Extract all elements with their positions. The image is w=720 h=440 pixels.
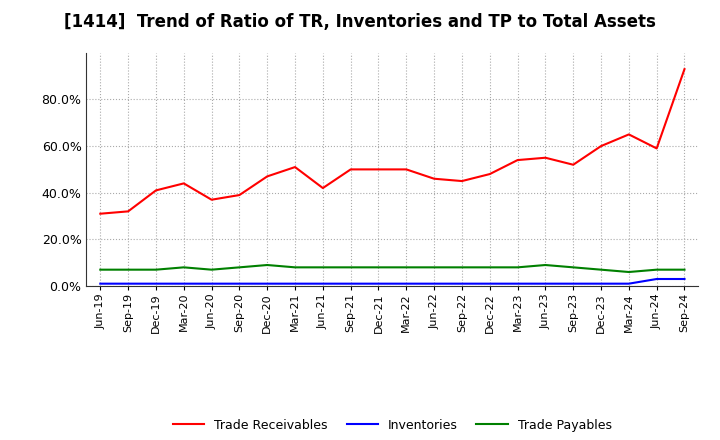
Trade Receivables [624, 132, 633, 137]
Trade Payables [152, 267, 161, 272]
Trade Receivables [263, 174, 271, 179]
Trade Receivables [179, 181, 188, 186]
Trade Payables [179, 265, 188, 270]
Trade Payables [541, 262, 550, 268]
Trade Receivables [374, 167, 383, 172]
Inventories [291, 281, 300, 286]
Line: Trade Payables: Trade Payables [100, 265, 685, 272]
Trade Payables [485, 265, 494, 270]
Trade Receivables [402, 167, 410, 172]
Inventories [152, 281, 161, 286]
Trade Payables [458, 265, 467, 270]
Inventories [179, 281, 188, 286]
Trade Payables [569, 265, 577, 270]
Trade Receivables [235, 192, 243, 198]
Inventories [458, 281, 467, 286]
Trade Payables [124, 267, 132, 272]
Inventories [680, 276, 689, 282]
Trade Payables [291, 265, 300, 270]
Line: Trade Receivables: Trade Receivables [100, 69, 685, 214]
Line: Inventories: Inventories [100, 279, 685, 284]
Trade Receivables [485, 172, 494, 177]
Inventories [96, 281, 104, 286]
Trade Receivables [291, 165, 300, 170]
Trade Receivables [96, 211, 104, 216]
Trade Payables [624, 269, 633, 275]
Inventories [207, 281, 216, 286]
Inventories [513, 281, 522, 286]
Trade Receivables [513, 158, 522, 163]
Trade Receivables [124, 209, 132, 214]
Trade Receivables [680, 66, 689, 72]
Trade Payables [96, 267, 104, 272]
Trade Receivables [318, 185, 327, 191]
Trade Payables [597, 267, 606, 272]
Trade Payables [346, 265, 355, 270]
Trade Receivables [430, 176, 438, 181]
Legend: Trade Receivables, Inventories, Trade Payables: Trade Receivables, Inventories, Trade Pa… [168, 414, 617, 436]
Inventories [652, 276, 661, 282]
Trade Payables [318, 265, 327, 270]
Trade Receivables [152, 188, 161, 193]
Inventories [624, 281, 633, 286]
Inventories [235, 281, 243, 286]
Inventories [124, 281, 132, 286]
Inventories [374, 281, 383, 286]
Inventories [263, 281, 271, 286]
Inventories [569, 281, 577, 286]
Text: [1414]  Trend of Ratio of TR, Inventories and TP to Total Assets: [1414] Trend of Ratio of TR, Inventories… [64, 13, 656, 31]
Trade Receivables [652, 146, 661, 151]
Inventories [485, 281, 494, 286]
Trade Payables [207, 267, 216, 272]
Inventories [346, 281, 355, 286]
Trade Payables [513, 265, 522, 270]
Trade Receivables [569, 162, 577, 167]
Trade Payables [374, 265, 383, 270]
Trade Payables [263, 262, 271, 268]
Trade Receivables [346, 167, 355, 172]
Trade Payables [430, 265, 438, 270]
Trade Receivables [541, 155, 550, 160]
Inventories [318, 281, 327, 286]
Trade Receivables [207, 197, 216, 202]
Inventories [597, 281, 606, 286]
Trade Payables [680, 267, 689, 272]
Trade Receivables [597, 143, 606, 149]
Inventories [541, 281, 550, 286]
Trade Receivables [458, 178, 467, 183]
Inventories [402, 281, 410, 286]
Trade Payables [235, 265, 243, 270]
Trade Payables [652, 267, 661, 272]
Trade Payables [402, 265, 410, 270]
Inventories [430, 281, 438, 286]
